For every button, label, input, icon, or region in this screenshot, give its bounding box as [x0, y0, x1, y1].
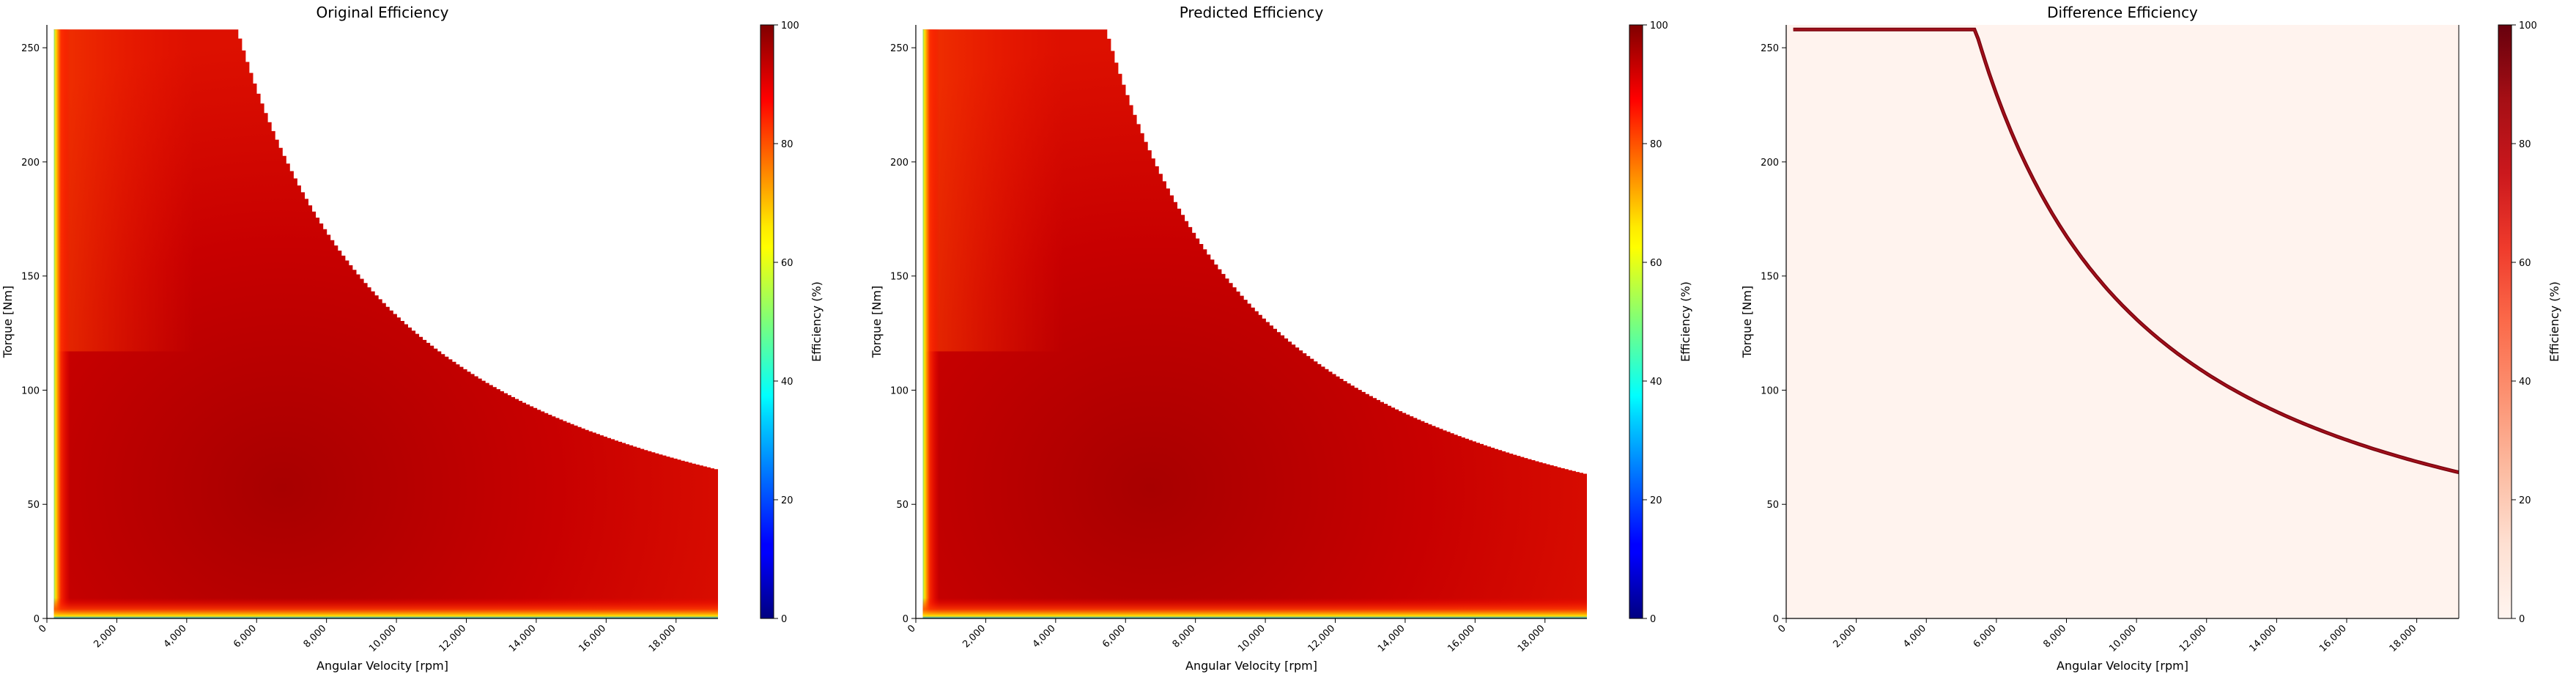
y-tick-label: 100	[1761, 385, 1779, 396]
x-tick-label: 2,000	[92, 623, 119, 650]
y-tick-label: 200	[1761, 158, 1779, 169]
colorbar-tick-label: 20	[781, 495, 793, 506]
colorbar-label: Efficiency (%)	[2547, 281, 2561, 362]
colorbar-tick-label: 0	[781, 614, 787, 625]
x-tick-label: 6,000	[1100, 623, 1128, 650]
colorbar-label: Efficiency (%)	[1679, 281, 1692, 362]
colorbar-tick-label: 0	[1650, 614, 1656, 625]
x-tick-label: 0	[906, 623, 917, 635]
y-tick-label: 150	[1761, 272, 1779, 283]
y-tick-label: 200	[21, 158, 40, 169]
colorbar: 0 20 40 60 80 100 Efficiency (%)	[1629, 21, 1692, 625]
x-tick-label: 16,000	[2317, 623, 2349, 654]
colorbar-tick-label: 100	[781, 21, 799, 32]
x-tick-label: 12,000	[437, 623, 469, 654]
efficiency-map	[53, 29, 718, 618]
colorbar-tick-label: 60	[1650, 258, 1662, 269]
colorbar-tick-label: 60	[781, 258, 793, 269]
colorbar-gradient	[2498, 24, 2512, 619]
y-axis-label: Torque [Nm]	[1, 286, 15, 358]
y-tick-label: 50	[896, 500, 908, 511]
x-tick-label: 14,000	[2247, 623, 2279, 654]
colorbar-tick-label: 80	[1650, 139, 1662, 150]
y-tick-label: 100	[890, 385, 908, 396]
x-tick-label: 16,000	[577, 623, 608, 654]
x-axis-label: Angular Velocity [rpm]	[2057, 659, 2188, 673]
x-tick-label: 8,000	[302, 623, 329, 650]
y-tick-label: 150	[890, 272, 908, 283]
difference-map	[1786, 25, 2459, 618]
y-tick-label: 250	[890, 43, 908, 54]
colorbar: 0 20 40 60 80 100 Efficiency (%)	[2498, 21, 2561, 625]
colorbar-tick-label: 60	[2519, 258, 2531, 269]
colorbar-tick-label: 20	[2519, 495, 2531, 506]
x-tick-label: 0	[1776, 623, 1788, 635]
x-axis-label: Angular Velocity [rpm]	[317, 659, 448, 673]
y-tick-label: 0	[34, 614, 40, 625]
y-tick-label: 50	[27, 500, 40, 511]
colorbar-tick-label: 100	[2519, 21, 2537, 32]
y-tick-label: 100	[21, 385, 40, 396]
x-tick-label: 2,000	[1832, 623, 1859, 650]
x-tick-label: 4,000	[162, 623, 189, 650]
x-tick-label: 10,000	[367, 623, 399, 654]
x-tick-label: 14,000	[1376, 623, 1407, 654]
colorbar-gradient	[1629, 24, 1643, 619]
colorbar-tick-label: 40	[2519, 377, 2531, 388]
x-tick-label: 10,000	[1236, 623, 1267, 654]
y-tick-label: 50	[1766, 500, 1779, 511]
y-axis-label: Torque [Nm]	[1740, 286, 1754, 358]
colorbar-tick-label: 100	[1650, 21, 1668, 32]
chart-title: Difference Efficiency	[2047, 4, 2198, 21]
x-tick-label: 18,000	[2388, 623, 2419, 654]
colorbar-tick-label: 80	[2519, 139, 2531, 150]
x-tick-label: 8,000	[2041, 623, 2068, 650]
y-tick-label: 250	[1761, 43, 1779, 54]
x-tick-label: 12,000	[1306, 623, 1338, 654]
colorbar-label: Efficiency (%)	[810, 281, 823, 362]
chart-title: Original Efficiency	[317, 4, 449, 21]
y-tick-label: 0	[1773, 614, 1779, 625]
colorbar-tick-label: 40	[1650, 377, 1662, 388]
x-tick-label: 4,000	[1901, 623, 1928, 650]
colorbar: 0 20 40 60 80 100 Efficiency (%)	[760, 21, 823, 625]
x-tick-label: 2,000	[961, 623, 988, 650]
chart-title: Predicted Efficiency	[1180, 4, 1324, 21]
colorbar-tick-label: 0	[2519, 614, 2525, 625]
y-tick-label: 150	[21, 272, 40, 283]
x-axis-label: Angular Velocity [rpm]	[1185, 659, 1317, 673]
x-tick-label: 4,000	[1031, 623, 1058, 650]
x-tick-label: 10,000	[2107, 623, 2139, 654]
x-tick-label: 18,000	[1516, 623, 1547, 654]
colorbar-tick-label: 20	[1650, 495, 1662, 506]
colorbar-tick-label: 40	[781, 377, 793, 388]
y-tick-label: 200	[890, 158, 908, 169]
y-axis-label: Torque [Nm]	[870, 286, 884, 358]
x-tick-label: 0	[37, 623, 48, 635]
x-tick-label: 6,000	[1972, 623, 1999, 650]
x-tick-label: 18,000	[647, 623, 678, 654]
x-tick-label: 16,000	[1446, 623, 1477, 654]
x-tick-label: 14,000	[507, 623, 538, 654]
colorbar-tick-label: 80	[781, 139, 793, 150]
efficiency-map	[922, 29, 1587, 618]
y-tick-label: 0	[903, 614, 908, 625]
colorbar-gradient	[760, 24, 774, 619]
x-tick-label: 8,000	[1171, 623, 1198, 650]
y-tick-label: 250	[21, 43, 40, 54]
x-tick-label: 12,000	[2177, 623, 2209, 654]
x-tick-label: 6,000	[232, 623, 259, 650]
